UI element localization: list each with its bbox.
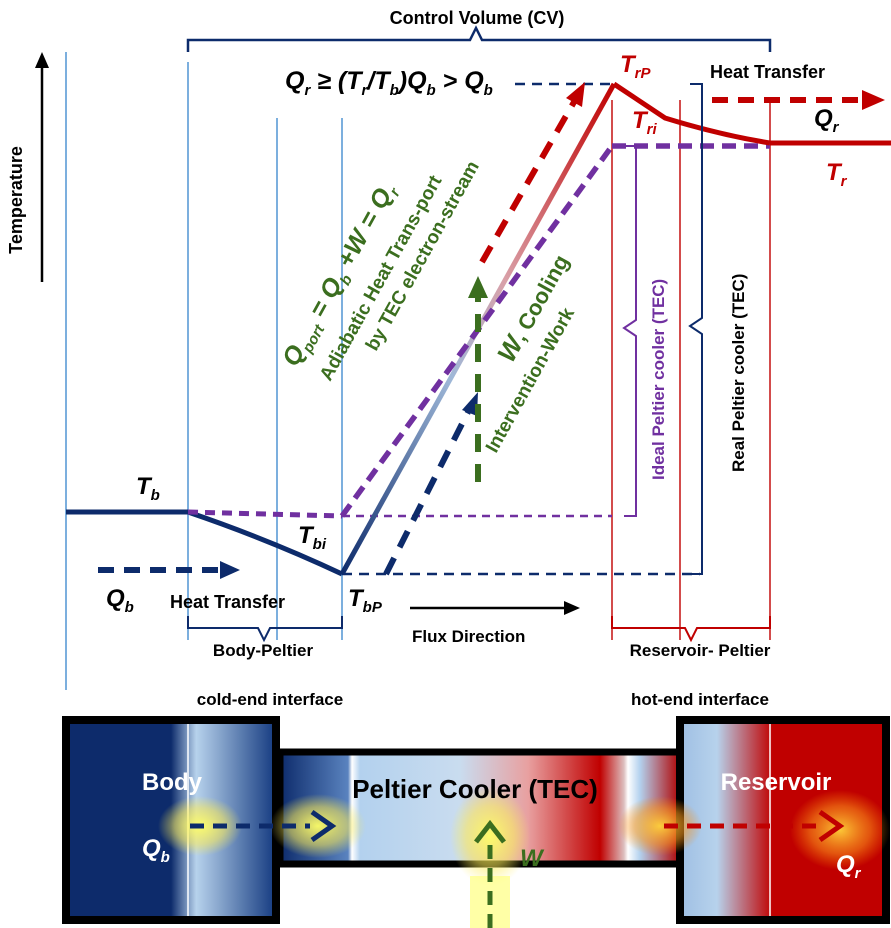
navy-arrowhead-icon xyxy=(462,392,478,416)
guide-lines xyxy=(65,52,343,690)
qr-flow-dashed-arrow xyxy=(479,100,577,264)
body-peltier-gradient-line xyxy=(187,509,344,577)
body-peltier-label: Body-Peltier xyxy=(213,641,314,660)
tr-label: Tr xyxy=(826,159,848,190)
trp-label: TrP xyxy=(620,51,652,82)
hot-end-label: hot-end interface xyxy=(631,690,769,709)
flux-direction-label: Flux Direction xyxy=(412,627,525,646)
qr-label: Qr xyxy=(814,105,840,136)
qb-block-arrowhead-icon xyxy=(310,809,337,843)
cold-end-label: cold-end interface xyxy=(197,690,343,709)
flux-arrowhead-icon xyxy=(564,601,580,615)
qb-arrowhead-icon xyxy=(220,561,240,579)
tri-label: Tri xyxy=(632,107,658,138)
hot-guide-lines xyxy=(611,100,771,640)
green-arrowhead-icon xyxy=(468,276,488,298)
tbp-label: TbP xyxy=(348,585,383,616)
ideal-peltier-bracket xyxy=(622,145,637,517)
tec-w-label: W xyxy=(520,845,545,872)
glow-reservoir xyxy=(790,790,890,870)
reservoir-label: Reservoir xyxy=(721,769,832,796)
tb-label: Tb xyxy=(136,473,160,504)
red-arrowhead-icon xyxy=(566,82,585,107)
ideal-peltier-label: Ideal Peltier cooler (TEC) xyxy=(649,279,668,480)
reservoir-peltier-gradient-line xyxy=(612,81,771,146)
body-peltier-bracket xyxy=(187,616,343,643)
inequality-equation: Qr ≥ (Tr/Tb)Qb > Qb xyxy=(285,67,493,99)
qr-block-arrowhead-icon xyxy=(818,809,845,843)
reservoir-qr-label: Qr xyxy=(836,851,862,882)
control-volume-bracket xyxy=(186,25,772,52)
tbi-label: Tbi xyxy=(298,522,327,553)
w-block-arrowhead-icon xyxy=(474,819,506,844)
qb-flow-dashed-arrow xyxy=(383,410,471,576)
glow-cold-interface xyxy=(270,794,366,858)
y-axis-label: Temperature xyxy=(6,146,26,254)
body-qb-label: Qb xyxy=(142,835,170,866)
tec-label: Peltier Cooler (TEC) xyxy=(352,774,598,804)
reservoir-peltier-label: Reservoir- Peltier xyxy=(630,641,771,660)
temperature-axis-arrow-icon xyxy=(35,52,49,68)
reservoir-peltier-bracket xyxy=(611,616,771,643)
ideal-body-line xyxy=(187,509,343,519)
real-peltier-label: Real Peltier cooler (TEC) xyxy=(729,274,748,472)
qr-arrowhead-icon xyxy=(862,90,885,110)
body-label: Body xyxy=(142,769,203,796)
heat-transfer-left-label: Heat Transfer xyxy=(170,592,285,612)
glow-work xyxy=(450,786,530,886)
control-volume-label: Control Volume (CV) xyxy=(390,8,565,28)
glow-hot-interface xyxy=(618,796,702,856)
real-peltier-bracket xyxy=(688,83,703,575)
heat-transfer-right-label: Heat Transfer xyxy=(710,62,825,82)
qb-label: Qb xyxy=(106,585,134,616)
